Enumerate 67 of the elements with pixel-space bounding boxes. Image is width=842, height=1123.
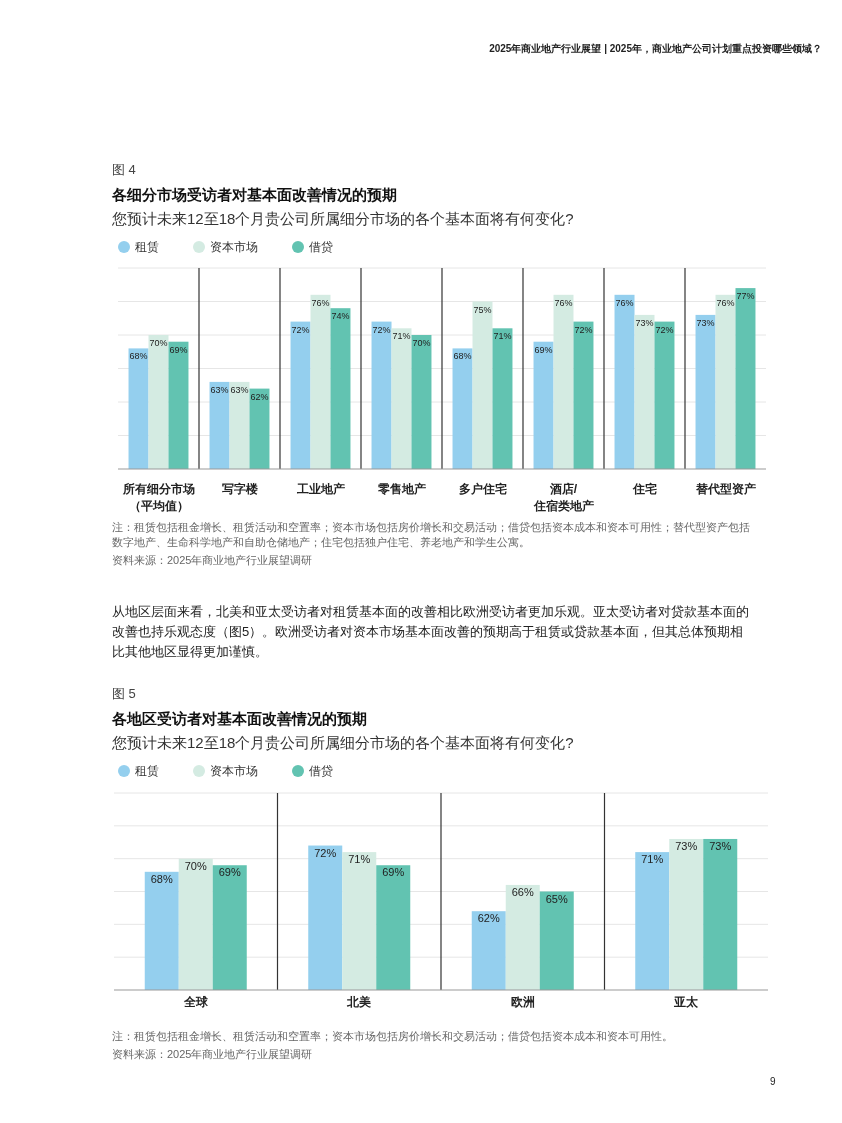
data-label: 70% — [184, 859, 207, 872]
data-label: 66% — [511, 885, 534, 898]
annotation: 注：租赁包括租金增长、租赁活动和空置率；资本市场包括房价增长和交易活动；借贷包括资本成本和资本可用性。 — [112, 1030, 673, 1042]
data-label: 72% — [291, 324, 310, 335]
data-label: 73% — [675, 839, 698, 852]
data-label: 70% — [412, 338, 431, 348]
data-label: 72% — [314, 846, 337, 859]
data-label: 77% — [736, 291, 755, 302]
data-label: 68% — [129, 351, 148, 362]
title: 各细分市场受访者对基本面改善情况的预期 — [112, 186, 397, 203]
data-label: 63% — [230, 384, 249, 395]
data-label: 69% — [169, 344, 188, 355]
data-label: 65% — [545, 892, 568, 905]
legend-label: 借贷 — [309, 240, 333, 254]
subtitle: 您预计未来12至18个月贵公司所属细分市场的各个基本面将有何变化? — [112, 210, 574, 227]
legend-label: 资本市场 — [210, 764, 258, 778]
annotation: 注：租赁包括租金增长、租赁活动和空置率；资本市场包括房价增长和交易活动；借贷包括资本成本和资本可用性；替代型资产包括数字地产、生命科学地产和自助仓储地产；住宅包括独户住宅、养老地产和学生公寓。 — [112, 521, 750, 548]
data-label: 76% — [311, 297, 330, 308]
x-tick: 亚太 — [674, 995, 699, 1009]
data-label: 76% — [615, 297, 634, 308]
x-tick: 住宅 — [632, 482, 657, 496]
data-label: 73% — [696, 317, 715, 328]
subtitle: 您预计未来12至18个月贵公司所属细分市场的各个基本面将有何变化? — [112, 734, 574, 751]
data-label: 74% — [331, 311, 350, 322]
data-label: 76% — [554, 297, 573, 308]
data-label: 75% — [473, 304, 492, 315]
annotation: 图 4 — [112, 162, 136, 177]
data-label: 68% — [150, 872, 173, 885]
x-tick: 零售地产 — [377, 482, 426, 496]
x-tick: 工业地产 — [296, 482, 345, 496]
data-label: 73% — [709, 839, 732, 852]
data-label: 69% — [382, 866, 405, 879]
annotation: 2025年商业地产行业展望 | 2025年，商业地产公司计划重点投资哪些领域？ — [489, 43, 822, 54]
data-label: 72% — [574, 324, 593, 335]
annotation: 资料来源：2025年商业地产行业展望调研 — [112, 1048, 313, 1060]
x-tick: 欧洲 — [510, 995, 535, 1009]
data-label: 71% — [348, 853, 371, 866]
annotation: 图 5 — [112, 686, 136, 701]
x-tick: 多户住宅 — [458, 482, 507, 496]
data-label: 71% — [641, 853, 664, 866]
x-tick: 所有细分市场（平均值） — [122, 482, 195, 513]
x-tick: 北美 — [347, 995, 372, 1009]
data-label: 72% — [372, 324, 391, 335]
data-label: 63% — [210, 384, 229, 395]
data-label: 70% — [149, 338, 168, 348]
x-tick: 写字楼 — [221, 482, 258, 496]
x-tick: 酒店/住宿类地产 — [533, 482, 594, 513]
annotation: 资料来源：2025年商业地产行业展望调研 — [112, 554, 313, 566]
data-label: 62% — [477, 912, 500, 925]
data-label: 62% — [250, 391, 269, 402]
title: 各地区受访者对基本面改善情况的预期 — [112, 710, 367, 727]
data-label: 71% — [392, 331, 411, 342]
data-label: 71% — [493, 331, 512, 342]
data-label: 68% — [453, 351, 472, 362]
data-label: 76% — [716, 297, 735, 308]
data-label: 69% — [218, 866, 241, 879]
data-label: 72% — [655, 324, 674, 335]
x-tick: 替代型资产 — [695, 482, 756, 496]
legend-label: 借贷 — [309, 764, 333, 778]
data-label: 73% — [635, 317, 654, 328]
data-label: 69% — [534, 344, 553, 355]
annotation: 9 — [770, 1076, 776, 1087]
legend-label: 租赁 — [135, 240, 159, 254]
legend-label: 租赁 — [135, 764, 159, 778]
legend-label: 资本市场 — [210, 240, 258, 254]
x-tick: 全球 — [183, 995, 208, 1009]
annotation: 从地区层面来看，北美和亚太受访者对租赁基本面的改善相比欧洲受访者更加乐观。亚太受访者对贷款基本面的改善也持乐观态度（图5）。欧洲受访者对资本市场基本面改善的预期高于租赁或贷款基本面，但其总体预期相比其他地区显得更加谨慎。 — [112, 604, 749, 659]
